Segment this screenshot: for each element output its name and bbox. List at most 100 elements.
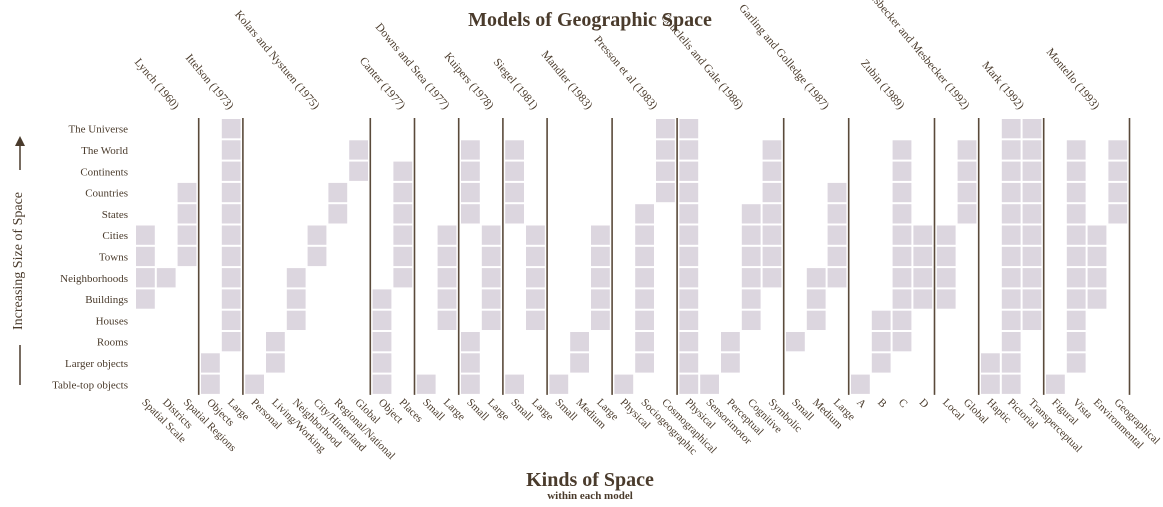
cell — [891, 203, 913, 225]
cell — [912, 288, 934, 310]
cell — [504, 160, 526, 182]
cell — [678, 181, 700, 204]
cell — [891, 139, 913, 161]
cell — [1000, 373, 1022, 395]
cell — [805, 267, 827, 289]
cell — [678, 160, 700, 182]
cell — [634, 288, 656, 310]
cell — [761, 224, 783, 246]
cell — [1021, 224, 1043, 246]
cell — [327, 203, 349, 225]
cell — [935, 245, 957, 268]
cell — [306, 224, 328, 246]
cell — [1065, 203, 1087, 225]
cell — [740, 309, 762, 332]
cell — [1021, 309, 1043, 332]
cell — [504, 181, 526, 204]
cell — [634, 245, 656, 268]
model-label: Downs and Stea (1977) — [373, 21, 452, 112]
cell — [1000, 224, 1022, 246]
cell — [1021, 139, 1043, 161]
cell — [634, 203, 656, 225]
cell — [891, 181, 913, 204]
cell — [155, 267, 177, 289]
cell — [176, 181, 198, 204]
cell — [480, 309, 502, 332]
cell — [935, 224, 957, 246]
cell — [220, 181, 242, 204]
cell — [1021, 267, 1043, 289]
cell — [590, 309, 611, 332]
cell — [220, 245, 242, 268]
cell — [761, 267, 783, 289]
cell — [740, 267, 762, 289]
cell — [761, 160, 783, 182]
cell — [1021, 160, 1043, 182]
cell — [436, 224, 458, 246]
cell — [569, 352, 591, 374]
cell — [1086, 267, 1108, 289]
cell — [1107, 160, 1129, 182]
model-label: Lynch (1960) — [132, 57, 181, 113]
cell — [525, 224, 546, 246]
cell — [480, 267, 502, 289]
kind-label: C — [896, 397, 910, 411]
cell — [634, 224, 656, 246]
cell — [392, 224, 414, 246]
cell — [678, 352, 700, 374]
cell — [1021, 203, 1043, 225]
cell — [590, 288, 611, 310]
cell — [678, 331, 700, 353]
cell — [525, 245, 546, 268]
cell — [220, 288, 242, 310]
row-label: Houses — [96, 315, 128, 327]
cell — [392, 267, 414, 289]
kind-label: Local — [940, 397, 966, 423]
cell — [805, 309, 827, 332]
cell — [1021, 288, 1043, 310]
cell — [1065, 160, 1087, 182]
model-label: Zubin (1989) — [858, 57, 907, 112]
cell — [740, 245, 762, 268]
cell — [891, 309, 913, 332]
cell — [480, 288, 502, 310]
cell — [480, 245, 502, 268]
cell — [135, 224, 156, 246]
cell — [935, 267, 957, 289]
cell — [655, 139, 676, 161]
kind-label: B — [875, 397, 889, 411]
cell — [1086, 245, 1108, 268]
cell — [436, 267, 458, 289]
cell — [348, 160, 370, 182]
cell — [1086, 224, 1108, 246]
bottom-subtitle: within each model — [547, 490, 633, 502]
cell — [348, 139, 370, 161]
cell — [912, 224, 934, 246]
cell — [678, 224, 700, 246]
model-label: Mandler (1983) — [539, 49, 595, 112]
cell — [220, 160, 242, 182]
cell — [371, 331, 393, 353]
cell — [200, 352, 221, 374]
cell — [956, 160, 978, 182]
cell — [285, 288, 307, 310]
row-label: States — [102, 209, 128, 221]
cell — [460, 203, 481, 225]
cell — [720, 352, 741, 374]
cell — [826, 245, 848, 268]
cell — [678, 139, 700, 161]
row-label: Neighborhoods — [60, 273, 128, 285]
cell — [436, 288, 458, 310]
model-label: Mesbecker and Mesbecker (1992) — [862, 0, 972, 112]
kind-label: Small — [508, 397, 535, 424]
cell — [678, 203, 700, 225]
cell — [826, 203, 848, 225]
model-label: Presson et al (1983) — [591, 34, 659, 112]
kind-label: Large — [485, 397, 512, 424]
cell — [826, 224, 848, 246]
cell — [220, 203, 242, 225]
cell — [1065, 181, 1087, 204]
cell — [785, 331, 806, 353]
cell — [870, 352, 892, 374]
cell — [1021, 118, 1043, 140]
